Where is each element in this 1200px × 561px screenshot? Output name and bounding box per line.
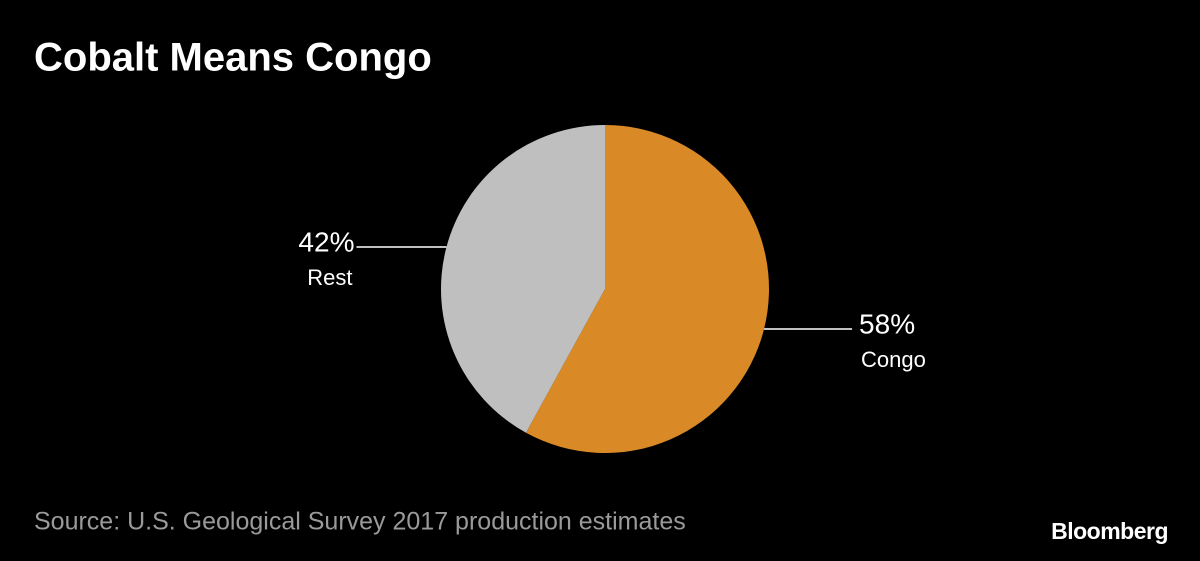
source: Source: U.S. Geological Survey 2017 prod… (34, 508, 686, 536)
pie-slice (440, 125, 605, 433)
category-label: Rest (307, 265, 352, 290)
value-label: 42% (298, 226, 354, 257)
pie-slice (525, 125, 769, 453)
brand: Bloomberg (1051, 518, 1168, 544)
category-label: Congo (861, 347, 926, 372)
value-label: 58% (859, 308, 915, 339)
chart-title: Cobalt Means Congo (34, 36, 432, 80)
